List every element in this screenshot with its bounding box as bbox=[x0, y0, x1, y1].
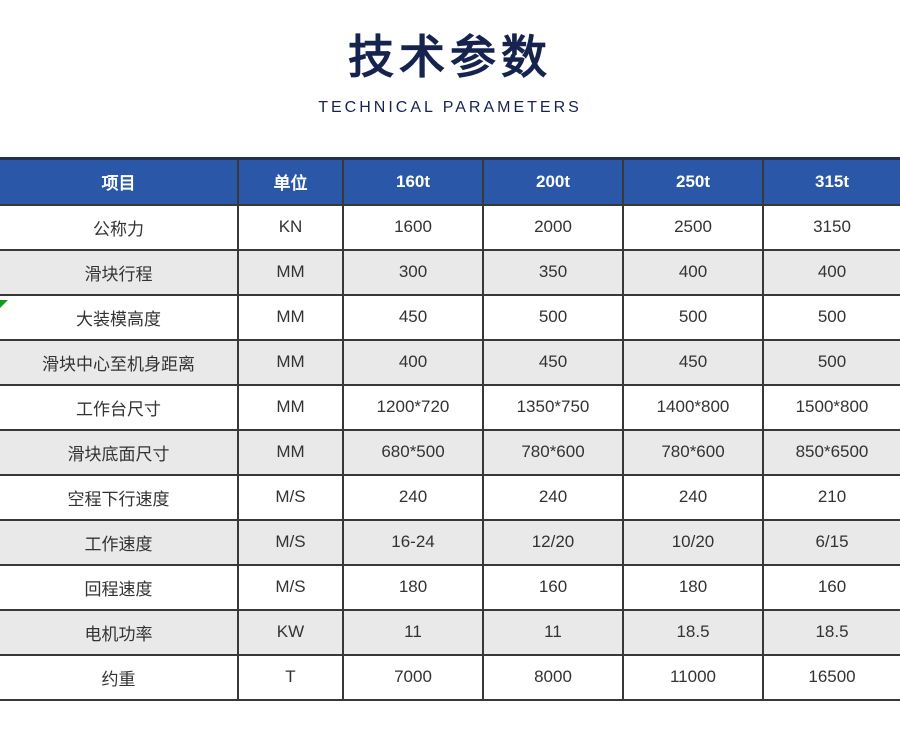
value-cell: 350 bbox=[482, 248, 624, 296]
value-cell: 400 bbox=[762, 248, 900, 296]
column-header: 单位 bbox=[237, 157, 344, 206]
value-cell: 16-24 bbox=[342, 518, 484, 566]
column-header: 250t bbox=[622, 157, 764, 206]
table-row: 滑块底面尺寸 MM 680*500 780*600 780*600 850*6500 bbox=[0, 428, 900, 476]
value-cell: 1500*800 bbox=[762, 383, 900, 431]
value-cell: 850*6500 bbox=[762, 428, 900, 476]
value-cell: 1350*750 bbox=[482, 383, 624, 431]
table-row: 约重 T 7000 8000 11000 16500 bbox=[0, 653, 900, 701]
unit-cell: MM bbox=[237, 428, 344, 476]
value-cell: 2500 bbox=[622, 203, 764, 251]
value-cell: 18.5 bbox=[622, 608, 764, 656]
row-label: 约重 bbox=[0, 653, 239, 701]
value-cell: 240 bbox=[482, 473, 624, 521]
value-cell: 11 bbox=[342, 608, 484, 656]
value-cell: 680*500 bbox=[342, 428, 484, 476]
row-label: 工作台尺寸 bbox=[0, 383, 239, 431]
row-label: 大装模高度 bbox=[0, 293, 239, 341]
value-cell: 780*600 bbox=[482, 428, 624, 476]
value-cell: 1200*720 bbox=[342, 383, 484, 431]
table-row: 大装模高度 MM 450 500 500 500 bbox=[0, 293, 900, 341]
unit-cell: T bbox=[237, 653, 344, 701]
table-header-row: 项目 单位 160t 200t 250t 315t bbox=[0, 157, 900, 206]
value-cell: 6/15 bbox=[762, 518, 900, 566]
title-block: 技术参数 TECHNICAL PARAMETERS bbox=[0, 0, 900, 157]
table-row: 滑块行程 MM 300 350 400 400 bbox=[0, 248, 900, 296]
column-header: 160t bbox=[342, 157, 484, 206]
value-cell: 11 bbox=[482, 608, 624, 656]
value-cell: 300 bbox=[342, 248, 484, 296]
spec-table: 项目 单位 160t 200t 250t 315t 公称力 KN 1600 2000 2500 31… bbox=[0, 157, 900, 701]
value-cell: 500 bbox=[762, 293, 900, 341]
unit-cell: M/S bbox=[237, 563, 344, 611]
value-cell: 1400*800 bbox=[622, 383, 764, 431]
table-row: 滑块中心至机身距离 MM 400 450 450 500 bbox=[0, 338, 900, 386]
value-cell: 160 bbox=[482, 563, 624, 611]
page-subtitle: TECHNICAL PARAMETERS bbox=[318, 98, 582, 116]
value-cell: 2000 bbox=[482, 203, 624, 251]
unit-cell: M/S bbox=[237, 518, 344, 566]
value-cell: 400 bbox=[622, 248, 764, 296]
value-cell: 500 bbox=[482, 293, 624, 341]
column-header: 200t bbox=[482, 157, 624, 206]
value-cell: 450 bbox=[622, 338, 764, 386]
row-label: 公称力 bbox=[0, 203, 239, 251]
unit-cell: M/S bbox=[237, 473, 344, 521]
row-label: 工作速度 bbox=[0, 518, 239, 566]
value-cell: 500 bbox=[622, 293, 764, 341]
value-cell: 450 bbox=[342, 293, 484, 341]
value-cell: 16500 bbox=[762, 653, 900, 701]
table-body: 公称力 KN 1600 2000 2500 3150 滑块行程 MM 300 350 400 400 大… bbox=[0, 203, 900, 701]
value-cell: 7000 bbox=[342, 653, 484, 701]
value-cell: 18.5 bbox=[762, 608, 900, 656]
value-cell: 780*600 bbox=[622, 428, 764, 476]
unit-cell: KN bbox=[237, 203, 344, 251]
value-cell: 160 bbox=[762, 563, 900, 611]
row-label: 滑块底面尺寸 bbox=[0, 428, 239, 476]
value-cell: 240 bbox=[622, 473, 764, 521]
value-cell: 240 bbox=[342, 473, 484, 521]
value-cell: 3150 bbox=[762, 203, 900, 251]
table-row: 公称力 KN 1600 2000 2500 3150 bbox=[0, 203, 900, 251]
column-header: 项目 bbox=[0, 157, 239, 206]
table-row: 回程速度 M/S 180 160 180 160 bbox=[0, 563, 900, 611]
row-label: 空程下行速度 bbox=[0, 473, 239, 521]
value-cell: 11000 bbox=[622, 653, 764, 701]
unit-cell: MM bbox=[237, 338, 344, 386]
value-cell: 8000 bbox=[482, 653, 624, 701]
value-cell: 400 bbox=[342, 338, 484, 386]
unit-cell: MM bbox=[237, 248, 344, 296]
value-cell: 1600 bbox=[342, 203, 484, 251]
page-title: 技术参数 bbox=[348, 31, 552, 83]
column-header: 315t bbox=[762, 157, 900, 206]
row-label: 滑块中心至机身距离 bbox=[0, 338, 239, 386]
row-label: 回程速度 bbox=[0, 563, 239, 611]
table-row: 工作速度 M/S 16-24 12/20 10/20 6/15 bbox=[0, 518, 900, 566]
row-label: 电机功率 bbox=[0, 608, 239, 656]
cell-corner-marker-icon bbox=[0, 300, 8, 308]
unit-cell: MM bbox=[237, 293, 344, 341]
table-row: 空程下行速度 M/S 240 240 240 210 bbox=[0, 473, 900, 521]
value-cell: 10/20 bbox=[622, 518, 764, 566]
row-label: 滑块行程 bbox=[0, 248, 239, 296]
value-cell: 450 bbox=[482, 338, 624, 386]
value-cell: 180 bbox=[342, 563, 484, 611]
value-cell: 500 bbox=[762, 338, 900, 386]
unit-cell: MM bbox=[237, 383, 344, 431]
value-cell: 210 bbox=[762, 473, 900, 521]
value-cell: 180 bbox=[622, 563, 764, 611]
table-row: 电机功率 KW 11 11 18.5 18.5 bbox=[0, 608, 900, 656]
value-cell: 12/20 bbox=[482, 518, 624, 566]
table-row: 工作台尺寸 MM 1200*720 1350*750 1400*800 1500*800 bbox=[0, 383, 900, 431]
unit-cell: KW bbox=[237, 608, 344, 656]
